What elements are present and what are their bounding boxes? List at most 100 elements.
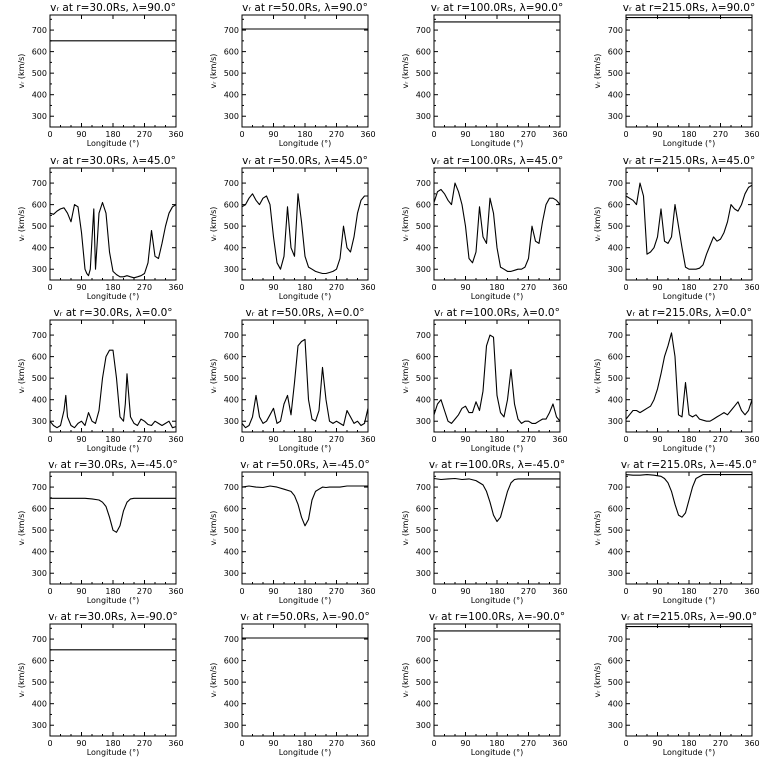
x-tick-label: 0: [623, 130, 628, 139]
y-tick-label: 700: [608, 331, 623, 340]
x-tick-label: 360: [360, 435, 375, 444]
y-tick-label: 300: [32, 417, 47, 426]
y-tick-label: 600: [608, 353, 623, 362]
subplot-title: vᵣ at r=215.0Rs, λ=-45.0°: [621, 459, 757, 471]
y-axis-label: vᵣ (km/s): [17, 207, 26, 242]
y-axis-label: vᵣ (km/s): [593, 207, 602, 242]
y-tick-label: 300: [32, 721, 47, 730]
x-tick-label: 360: [360, 587, 375, 596]
x-tick-label: 90: [460, 130, 470, 139]
x-tick-label: 90: [268, 283, 278, 292]
y-tick-label: 500: [32, 374, 47, 383]
y-tick-label: 400: [224, 396, 239, 405]
x-tick-label: 90: [652, 435, 662, 444]
y-tick-label: 500: [608, 222, 623, 231]
x-tick-label: 360: [744, 587, 759, 596]
y-tick-label: 500: [224, 222, 239, 231]
y-tick-label: 600: [608, 505, 623, 514]
plot-frame: [49, 167, 177, 281]
x-tick-label: 360: [552, 587, 567, 596]
subplot-4: vᵣ at r=215.0Rs, λ=90.0° 0 90 180 270 360 300 4…: [593, 2, 760, 148]
y-tick-label: 500: [608, 678, 623, 687]
subplot-11: vᵣ at r=100.0Rs, λ=0.0° 0 90 180 270 360 300 40…: [401, 307, 568, 453]
x-axis-label: Longitude (°): [471, 292, 524, 301]
y-tick-label: 400: [32, 396, 47, 405]
y-tick-label: 700: [32, 483, 47, 492]
x-tick-label: 270: [329, 435, 344, 444]
x-tick-label: 0: [47, 283, 52, 292]
series-line: [241, 485, 368, 527]
y-tick-label: 700: [608, 26, 623, 35]
x-tick-label: 0: [431, 283, 436, 292]
subplot-3: vᵣ at r=100.0Rs, λ=90.0° 0 90 180 270 360 300 4…: [401, 2, 568, 148]
series-line: [433, 477, 560, 523]
plot-frame: [241, 14, 369, 128]
y-axis-label: vᵣ (km/s): [209, 663, 218, 698]
y-tick-label: 600: [32, 657, 47, 666]
y-tick-label: 300: [224, 569, 239, 578]
y-tick-label: 600: [416, 657, 431, 666]
x-tick-label: 90: [268, 435, 278, 444]
x-tick-label: 270: [137, 130, 152, 139]
x-tick-label: 90: [268, 739, 278, 748]
y-tick-label: 500: [608, 374, 623, 383]
plot-frame: [433, 14, 561, 128]
y-tick-label: 700: [32, 331, 47, 340]
y-tick-label: 700: [608, 179, 623, 188]
x-tick-label: 360: [360, 283, 375, 292]
x-tick-label: 270: [521, 739, 536, 748]
x-tick-label: 0: [623, 435, 628, 444]
x-tick-label: 360: [744, 130, 759, 139]
y-tick-label: 700: [32, 179, 47, 188]
plot-frame: [49, 623, 177, 737]
x-axis-label: Longitude (°): [87, 292, 140, 301]
subplot-title: vᵣ at r=50.0Rs, λ=-45.0°: [240, 459, 370, 471]
x-axis-label: Longitude (°): [471, 596, 524, 605]
x-tick-label: 0: [239, 130, 244, 139]
subplot-title: vᵣ at r=215.0Rs, λ=45.0°: [623, 155, 755, 167]
subplot-title: vᵣ at r=30.0Rs, λ=0.0°: [53, 307, 172, 319]
x-axis-label: Longitude (°): [663, 139, 716, 148]
subplot-19: vᵣ at r=100.0Rs, λ=-90.0° 0 90 180 270 360 300…: [401, 611, 568, 757]
x-tick-label: 360: [744, 283, 759, 292]
y-tick-label: 600: [608, 48, 623, 57]
x-tick-label: 0: [47, 435, 52, 444]
y-tick-label: 500: [416, 374, 431, 383]
y-tick-label: 600: [32, 353, 47, 362]
subplot-title: vᵣ at r=100.0Rs, λ=90.0°: [431, 2, 563, 14]
x-tick-label: 360: [168, 283, 183, 292]
x-tick-label: 180: [489, 435, 504, 444]
x-tick-label: 270: [521, 130, 536, 139]
series-line: [49, 349, 177, 429]
y-tick-label: 500: [32, 69, 47, 78]
x-tick-label: 180: [489, 130, 504, 139]
y-tick-label: 500: [608, 69, 623, 78]
x-axis-label: Longitude (°): [279, 596, 332, 605]
x-tick-label: 270: [137, 587, 152, 596]
series-line: [241, 193, 368, 275]
y-tick-label: 300: [608, 265, 623, 274]
y-tick-label: 300: [608, 721, 623, 730]
y-axis-label: vᵣ (km/s): [401, 663, 410, 698]
x-tick-label: 0: [431, 130, 436, 139]
y-tick-label: 600: [224, 48, 239, 57]
plot-frame: [625, 14, 753, 128]
subplot-5: vᵣ at r=30.0Rs, λ=45.0° 0 90 180 270 360 300 40…: [17, 155, 184, 301]
x-tick-label: 360: [552, 435, 567, 444]
y-axis-label: vᵣ (km/s): [209, 511, 218, 546]
y-tick-label: 600: [416, 353, 431, 362]
x-axis-label: Longitude (°): [279, 292, 332, 301]
subplot-title: vᵣ at r=100.0Rs, λ=45.0°: [431, 155, 563, 167]
x-tick-label: 180: [489, 739, 504, 748]
y-tick-label: 600: [32, 48, 47, 57]
y-tick-label: 600: [608, 657, 623, 666]
x-tick-label: 90: [76, 587, 86, 596]
y-tick-label: 300: [224, 417, 239, 426]
subplot-title: vᵣ at r=50.0Rs, λ=45.0°: [242, 155, 368, 167]
x-axis-label: Longitude (°): [663, 748, 716, 757]
series-line: [50, 497, 176, 533]
plot-frame: [241, 623, 369, 737]
x-tick-label: 180: [105, 435, 120, 444]
x-tick-label: 180: [297, 435, 312, 444]
x-tick-label: 180: [489, 283, 504, 292]
